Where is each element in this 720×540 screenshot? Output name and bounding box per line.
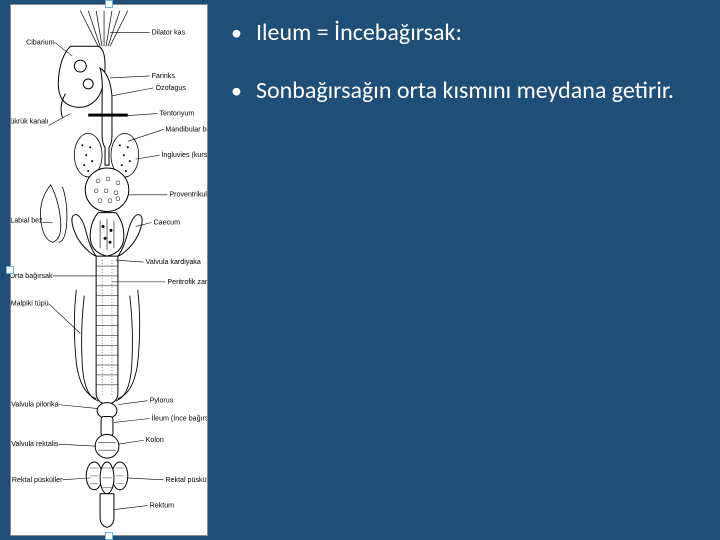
- bullet-item-1: • Ileum = İncebağırsak:: [225, 18, 705, 48]
- bullet-text-2: Sonbağırsağın orta kısmını meydana getir…: [256, 76, 674, 106]
- label-rektum: Rektum: [150, 502, 175, 510]
- label-farinks: Farinks: [152, 72, 176, 80]
- label-ileum: İleum (İnce bağırsak): [152, 413, 207, 422]
- label-tukruk-kanali: Tükrük kanalı: [11, 117, 49, 125]
- label-malpiki-tupu: Malpiki tüpü: [11, 300, 49, 308]
- label-peritrofik-zar: Peritrofik zar: [167, 278, 207, 286]
- label-orta-bagirsak: Orta bağırsak: [11, 272, 53, 280]
- bullet-dot-icon: •: [231, 18, 242, 48]
- bullet-dot-icon: •: [231, 76, 242, 106]
- label-ingluvies: İngluvies (kursak): [161, 150, 207, 159]
- label-rektal-puskuller-l: Rektal püsküller: [12, 476, 63, 484]
- selection-handle-left[interactable]: [6, 266, 14, 274]
- label-cibarium: Cibarium: [26, 38, 55, 46]
- anatomy-diagram-panel: Cibarium Tükrük kanalı Labial bez Orta b…: [10, 4, 208, 536]
- label-valvula-pilorika: Valvula pilorika: [11, 401, 58, 409]
- label-labial-bez: Labial bez: [11, 216, 43, 224]
- label-ozofagus: Özofagus: [156, 84, 187, 92]
- label-kolon: Kolon: [146, 436, 164, 444]
- label-rektal-puskuller-r: Rektal püsküller: [165, 476, 207, 484]
- label-pylorus: Pylorus: [150, 397, 174, 405]
- selection-handle-bottom[interactable]: [105, 532, 113, 540]
- label-dilator-kas: Dilator kas: [152, 28, 186, 36]
- label-caecum: Caecum: [154, 218, 181, 226]
- slide-text-content: • Ileum = İncebağırsak: • Sonbağırsağın …: [225, 18, 705, 134]
- anatomy-diagram-svg: Cibarium Tükrük kanalı Labial bez Orta b…: [11, 5, 207, 535]
- label-mandibular-bez: Mandibular bez: [165, 125, 207, 133]
- label-valvula-kardiyaka: Valvula kardiyaka: [146, 258, 201, 266]
- label-valvula-rektalis: Valvula rektalis: [11, 440, 59, 448]
- label-proventrikulus: Proventrikulus: [169, 191, 207, 199]
- label-tentoriyum: Tentoriyum: [159, 110, 194, 118]
- bullet-text-1: Ileum = İncebağırsak:: [256, 18, 462, 48]
- bullet-item-2: • Sonbağırsağın orta kısmını meydana get…: [225, 76, 705, 106]
- selection-handle-top[interactable]: [105, 0, 113, 8]
